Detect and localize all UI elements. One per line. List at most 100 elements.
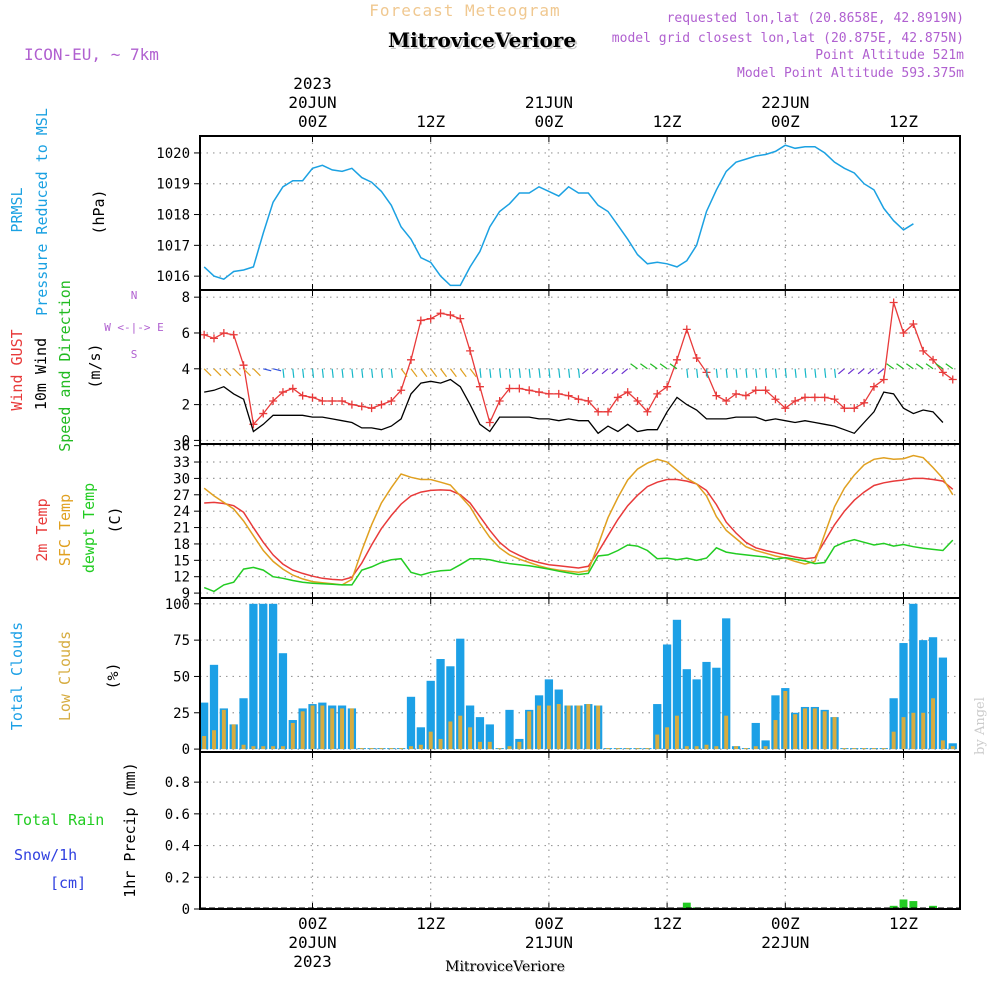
low-cloud-bar [556,704,561,750]
gust-marker [613,393,622,402]
wind-direction-arrow [669,363,678,370]
gust-marker [515,384,524,393]
y-tick-label: 1020 [156,146,190,162]
wind-direction-arrow [659,363,668,370]
dewpoint-line [203,538,954,593]
gust-marker [810,393,819,402]
total-cloud-bar [475,717,485,750]
gust-marker [229,330,238,339]
gust-marker [416,316,425,325]
y-tick-label: 36 [173,439,190,455]
wind-direction-arrow [877,368,885,375]
low-cloud-bar [753,746,758,750]
bottom-time-label: 00Z [534,914,563,933]
y-tick-label: 6 [182,326,190,342]
low-cloud-bar [950,746,955,750]
gust-marker [938,368,947,377]
gust-marker [869,382,878,391]
wind-direction-arrow [499,368,502,378]
low-cloud-bar [684,746,689,750]
bottom-time-label: 00Z [298,914,327,933]
total-cloud-bar [899,643,908,750]
total-cloud-bar [406,696,416,750]
low-cloud-bar [280,746,285,750]
wind-direction-arrow [223,368,232,377]
gust-marker [594,407,603,416]
wind-direction-arrow [591,368,599,375]
gust-marker [377,400,386,409]
gust-marker [318,397,327,406]
y-tick-label: 0 [182,433,190,449]
wind-direction-arrow [272,368,282,372]
wind-direction-arrow [252,368,261,377]
y-tick-label: 1017 [156,238,190,254]
total-cloud-label: Total Clouds [8,622,26,730]
gust-marker [919,346,928,355]
y-tick-label: 1016 [156,269,190,285]
gust-marker [475,382,484,391]
rain-bar [899,899,908,909]
wind-direction-arrow [784,368,787,378]
low-cloud-bar [428,731,433,750]
gust-marker [426,314,435,323]
low-cloud-bar [202,736,207,750]
closest-coords: model grid closest lon,lat (20.875E, 42.… [612,31,964,46]
wind-direction-arrow [925,363,934,370]
wind-direction-arrow [725,368,728,378]
top-time-label: 21JUN [525,93,573,112]
panel-frame [199,135,961,291]
gust-marker [909,320,918,329]
wind-direction-arrow [577,368,581,378]
wind-direction-arrow [430,368,438,378]
gust-marker [328,397,337,406]
gust-marker [308,393,317,402]
gust-marker [643,407,652,416]
total-cloud-bar [662,644,672,750]
compass-legend: N W <-|-> E S [104,289,164,361]
wind-direction-arrow [410,368,418,378]
wind-gust-label: Wind GUST [8,329,26,410]
rain-bar [909,901,918,909]
total-cloud-bar [436,659,445,750]
gust-marker [219,328,228,337]
temp-2m-line [204,477,954,581]
y-tick-label: 0.2 [165,870,190,886]
gust-marker [446,311,455,320]
wind-direction-arrow [630,363,638,370]
wind-direction-arrow [765,368,768,378]
panel-clouds: 0 25 50 75 100 [165,597,960,758]
gust-marker [495,397,504,406]
wind-direction-arrow [896,363,904,370]
low-cloud-bar [793,714,798,750]
total-cloud-bar [259,603,268,750]
wind-direction-arrow [311,368,315,378]
gust-marker [269,397,278,406]
top-time-label: 12Z [416,112,445,131]
low-cloud-bar [803,708,807,750]
wind-direction-label: Speed and Direction [56,280,74,452]
gust-marker [889,298,898,307]
y-tick-label: 0.6 [165,807,190,823]
gust-marker [564,391,573,400]
low-cloud-bar [349,708,354,750]
temp-unit-label: (C) [106,506,124,533]
total-cloud-bar [761,740,770,750]
low-cloud-bar [911,712,916,750]
wind-direction-arrow [649,363,658,370]
low-cloud-bar [409,746,413,750]
total-cloud-bar [416,727,425,750]
total-cloud-bar [653,704,662,750]
snow-unit-label: [cm] [50,874,86,892]
top-time-label: 12Z [653,112,682,131]
pressure-label-msl: Pressure Reduced to MSL [33,108,51,316]
wind-direction-arrow [331,368,334,378]
gust-marker [633,397,642,406]
wind-10m-label: 10m Wind [32,338,50,410]
y-tick-label: 100 [165,597,190,613]
model-name: ICON-EU, ~ 7km [24,45,159,64]
low-cloud-bar [468,727,473,750]
total-rain-label: Total Rain [14,811,104,829]
low-cloud-bar [477,741,482,750]
low-cloud-bar [507,746,512,750]
